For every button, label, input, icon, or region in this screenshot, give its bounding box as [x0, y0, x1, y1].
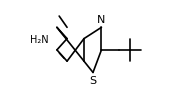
Text: N: N	[97, 15, 106, 25]
Text: H₂N: H₂N	[30, 35, 49, 45]
Text: S: S	[89, 76, 97, 86]
